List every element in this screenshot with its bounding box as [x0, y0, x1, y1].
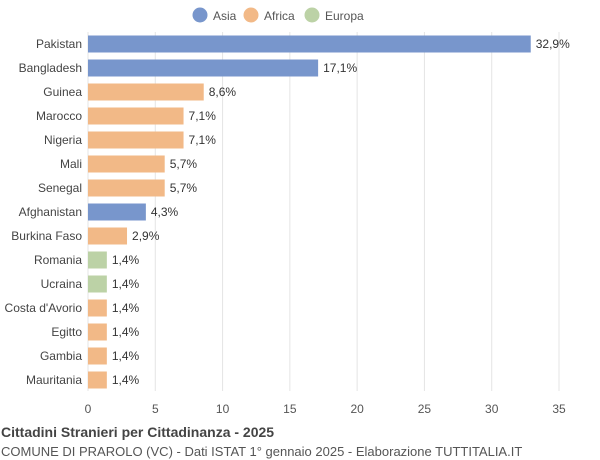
data-label: 1,4%: [112, 301, 140, 315]
data-label: 5,7%: [170, 157, 198, 171]
category-label: Costa d'Avorio: [5, 301, 83, 315]
bar: [88, 251, 107, 269]
data-label: 1,4%: [112, 325, 140, 339]
category-label: Nigeria: [44, 133, 82, 147]
x-tick-label: 35: [552, 402, 566, 416]
category-label: Bangladesh: [19, 61, 82, 75]
data-label: 1,4%: [112, 373, 140, 387]
data-label: 17,1%: [323, 61, 357, 75]
bar: [88, 83, 204, 101]
legend-marker: [192, 7, 208, 23]
x-tick-label: 20: [350, 402, 364, 416]
bar: [88, 227, 128, 245]
chart-subtitle: COMUNE DI PRAROLO (VC) - Dati ISTAT 1° g…: [1, 444, 523, 459]
bar: [88, 299, 107, 317]
legend-label: Europa: [325, 9, 364, 23]
category-label: Senegal: [38, 181, 82, 195]
data-label: 1,4%: [112, 349, 140, 363]
category-label: Marocco: [36, 109, 82, 123]
category-label: Mauritania: [26, 373, 82, 387]
x-tick-label: 5: [152, 402, 159, 416]
bar: [88, 107, 184, 125]
x-tick-label: 25: [418, 402, 432, 416]
data-label: 4,3%: [151, 205, 179, 219]
bar: [88, 131, 184, 149]
bar: [88, 203, 146, 221]
category-label: Ucraina: [41, 277, 83, 291]
legend-label: Asia: [213, 9, 237, 23]
data-label: 7,1%: [189, 133, 217, 147]
category-label: Pakistan: [36, 37, 82, 51]
category-label: Burkina Faso: [11, 229, 82, 243]
bar: [88, 179, 165, 197]
bar: [88, 155, 165, 173]
category-label: Gambia: [40, 349, 82, 363]
x-tick-label: 30: [485, 402, 499, 416]
bar: [88, 59, 319, 77]
category-label: Afghanistan: [19, 205, 82, 219]
chart-title: Cittadini Stranieri per Cittadinanza - 2…: [1, 424, 275, 440]
legend-marker: [243, 7, 259, 23]
x-tick-label: 15: [283, 402, 297, 416]
data-label: 8,6%: [209, 85, 237, 99]
bar: [88, 347, 107, 365]
data-label: 1,4%: [112, 277, 140, 291]
x-tick-label: 0: [85, 402, 92, 416]
category-label: Guinea: [43, 85, 82, 99]
x-tick-label: 10: [216, 402, 230, 416]
bar: [88, 371, 107, 389]
legend-marker: [304, 7, 320, 23]
bar-chart: 0 5 10 15 20 25 30 35 Pakistan 32,9% Bangladesh 17,…: [5, 7, 570, 416]
category-label: Romania: [34, 253, 82, 267]
data-label: 7,1%: [189, 109, 217, 123]
data-label: 32,9%: [536, 37, 570, 51]
data-label: 2,9%: [132, 229, 160, 243]
bar: [88, 275, 107, 293]
data-label: 1,4%: [112, 253, 140, 267]
legend-label: Africa: [264, 9, 295, 23]
category-label: Mali: [60, 157, 82, 171]
bar: [88, 323, 107, 341]
bar: [88, 35, 531, 53]
category-label: Egitto: [51, 325, 82, 339]
data-label: 5,7%: [170, 181, 198, 195]
